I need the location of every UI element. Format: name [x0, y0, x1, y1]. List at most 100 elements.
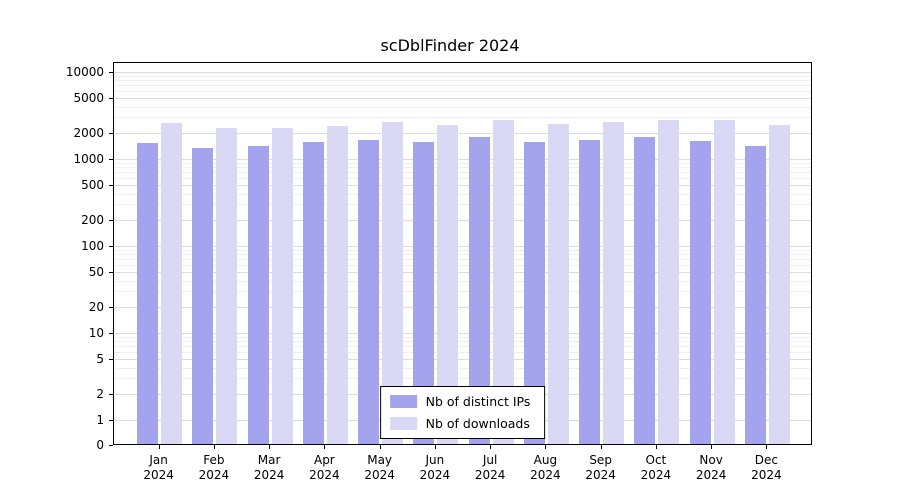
bar-distinct-ips-jul [468, 136, 490, 444]
x-tick-label-feb: Feb 2024 [198, 453, 230, 482]
major-gridline [114, 359, 811, 361]
legend-swatch-icon [389, 395, 417, 408]
minor-gridline [114, 117, 811, 119]
x-tick-label-may: May 2024 [364, 453, 395, 482]
y-tick-label: 20 [88, 299, 104, 314]
minor-gridline [114, 378, 811, 380]
x-tick-label-jul: Jul 2024 [474, 453, 506, 482]
plot-area: Nb of distinct IPs Nb of downloads [113, 62, 812, 445]
x-tick-mark [324, 445, 326, 449]
bar-distinct-ips-apr [302, 142, 324, 444]
legend-entry-downloads: Nb of downloads [389, 416, 531, 431]
minor-gridline [114, 249, 811, 251]
x-tick-label-sep: Sep 2024 [585, 453, 616, 482]
y-tick-mark [109, 132, 113, 134]
y-tick-label: 0 [96, 438, 104, 452]
x-tick-mark [711, 445, 713, 449]
bar-downloads-oct [658, 120, 680, 444]
chart-title: scDblFinder 2024 [380, 36, 520, 55]
y-tick-label: 1 [96, 413, 104, 427]
legend-entry-distinct-ips: Nb of distinct IPs [389, 394, 531, 409]
major-gridline [114, 185, 811, 187]
y-tick-label: 2000 [73, 125, 104, 140]
x-tick-mark [490, 445, 492, 449]
bar-downloads-jan [161, 122, 183, 444]
x-tick-mark [766, 445, 768, 449]
y-tick-mark [109, 306, 113, 308]
bar-downloads-feb [216, 127, 238, 444]
major-gridline [114, 72, 811, 73]
bar-downloads-apr [326, 125, 348, 444]
legend-label: Nb of downloads [425, 416, 530, 431]
bar-distinct-ips-may [358, 140, 380, 444]
major-gridline [114, 333, 811, 334]
x-tick-mark [158, 445, 160, 449]
y-tick-label: 1000 [73, 152, 104, 166]
minor-gridline [114, 204, 811, 206]
y-tick-label: 500 [81, 178, 104, 193]
y-tick-mark [109, 445, 113, 446]
y-tick-mark [109, 219, 113, 221]
legend: Nb of distinct IPs Nb of downloads [379, 386, 546, 439]
bar-downloads-sep [603, 122, 625, 444]
x-tick-mark [434, 445, 436, 449]
bar-downloads-jun [437, 124, 459, 444]
x-tick-label-dec: Dec 2024 [751, 453, 782, 482]
y-tick-label: 10000 [65, 65, 104, 79]
minor-gridline [114, 336, 811, 338]
y-tick-mark [109, 393, 113, 395]
x-tick-mark [269, 445, 271, 449]
legend-label: Nb of distinct IPs [425, 394, 531, 409]
minor-gridline [114, 265, 811, 267]
major-gridline [114, 306, 811, 308]
y-tick-label: 100 [81, 239, 104, 253]
x-tick-label-jun: Jun 2024 [419, 453, 451, 482]
y-tick-label: 2 [96, 386, 104, 401]
bar-distinct-ips-feb [192, 147, 214, 444]
y-tick-mark [109, 159, 113, 160]
y-tick-mark [109, 185, 113, 187]
bar-downloads-dec [768, 125, 790, 444]
y-tick-label: 5000 [73, 91, 104, 106]
bar-distinct-ips-mar [247, 145, 269, 444]
minor-gridline [114, 162, 811, 164]
bar-distinct-ips-jun [413, 142, 435, 444]
minor-gridline [114, 172, 811, 174]
major-gridline [114, 159, 811, 160]
major-gridline [114, 272, 811, 274]
bar-downloads-may [382, 122, 404, 444]
minor-gridline [114, 254, 811, 256]
x-tick-mark [545, 445, 547, 449]
minor-gridline [114, 178, 811, 180]
bar-distinct-ips-oct [634, 137, 656, 444]
bar-downloads-aug [547, 124, 569, 444]
minor-gridline [114, 167, 811, 169]
x-tick-label-mar: Mar 2024 [253, 453, 285, 482]
minor-gridline [114, 291, 811, 293]
x-tick-mark [600, 445, 602, 449]
y-tick-label: 5 [96, 352, 104, 367]
bar-downloads-jul [492, 119, 514, 444]
bar-downloads-nov [713, 120, 735, 444]
x-tick-label-oct: Oct 2024 [640, 453, 672, 482]
minor-gridline [114, 341, 811, 343]
minor-gridline [114, 280, 811, 282]
y-tick-mark [109, 333, 113, 334]
minor-gridline [114, 193, 811, 195]
major-gridline [114, 132, 811, 134]
minor-gridline [114, 91, 811, 93]
bar-distinct-ips-dec [744, 145, 766, 444]
minor-gridline [114, 80, 811, 82]
minor-gridline [114, 106, 811, 108]
major-gridline [114, 219, 811, 221]
x-tick-mark [655, 445, 657, 449]
bar-distinct-ips-aug [523, 142, 545, 444]
y-tick-mark [109, 272, 113, 274]
bar-distinct-ips-nov [689, 140, 711, 444]
minor-gridline [114, 75, 811, 77]
y-tick-mark [109, 72, 113, 73]
x-tick-mark [213, 445, 215, 449]
minor-gridline [114, 346, 811, 348]
minor-gridline [114, 259, 811, 261]
